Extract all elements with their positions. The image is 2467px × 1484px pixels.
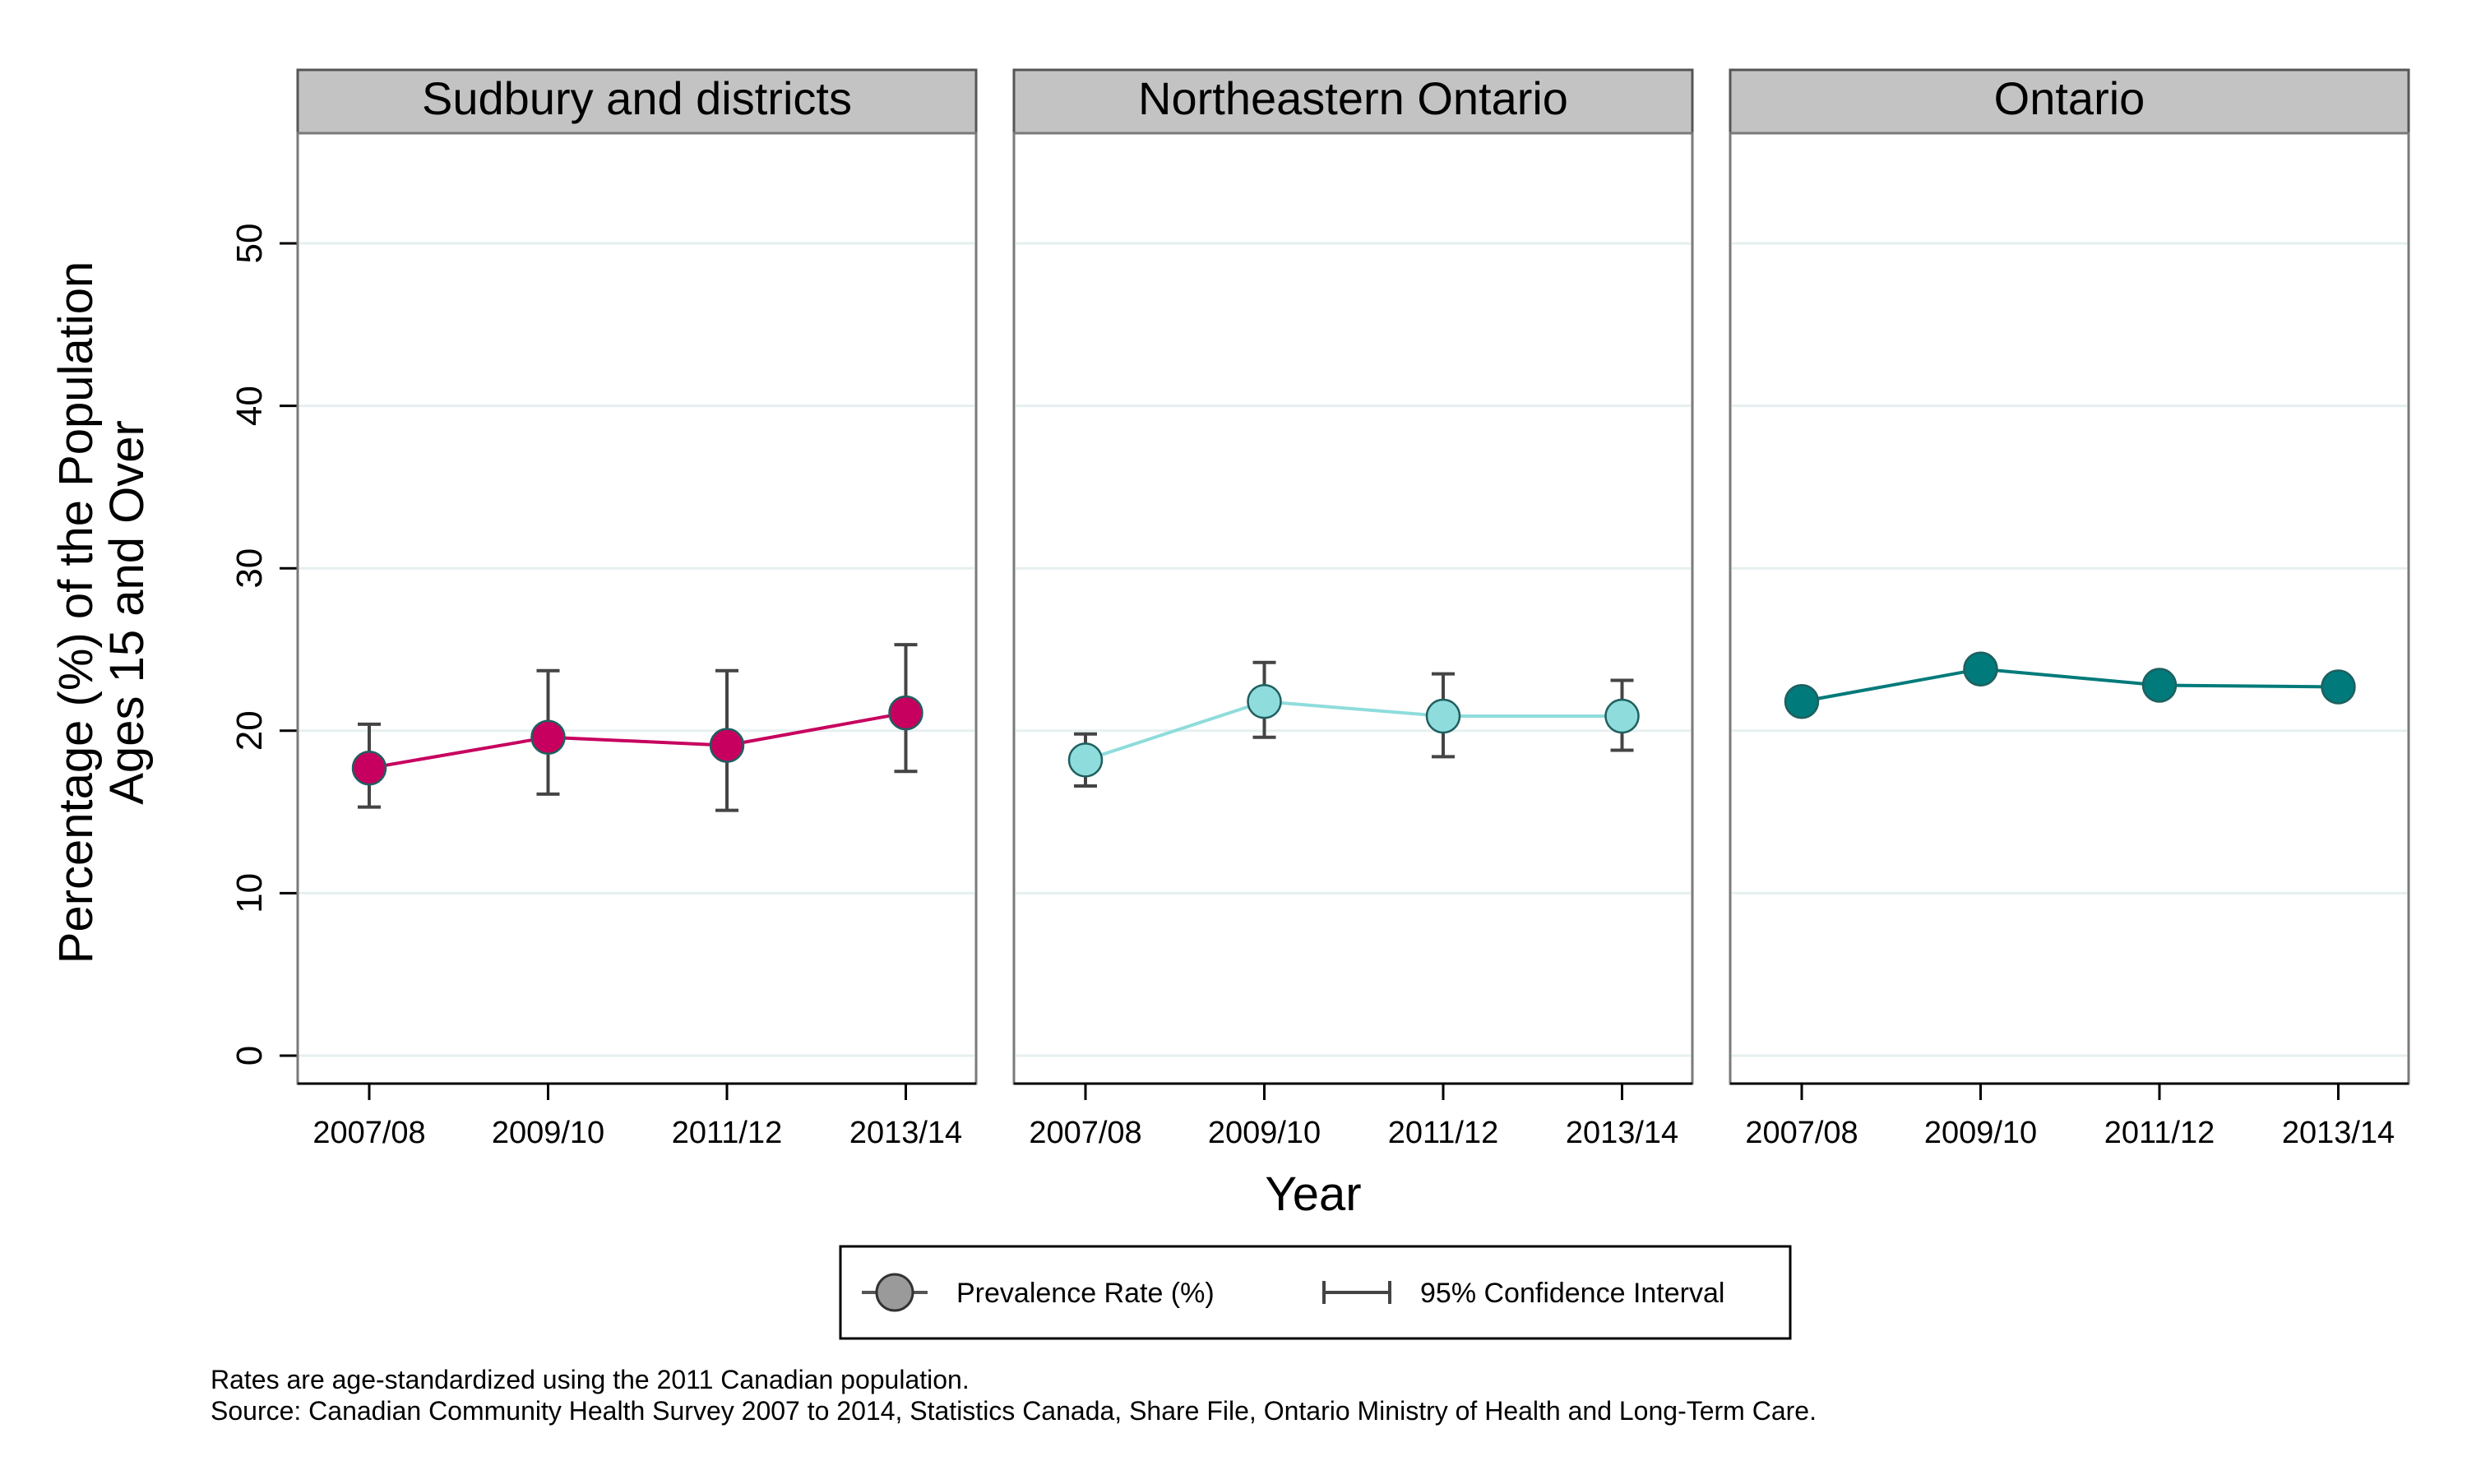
panel-3-data-point — [1963, 651, 1998, 687]
y-axis-label: Percentage (%) of the PopulationAges 15 … — [49, 261, 154, 964]
panel-1-x-tick-label: 2013/14 — [849, 1116, 962, 1150]
panel-3-title: Ontario — [1994, 72, 2145, 124]
panel-3-data-point — [2321, 669, 2356, 705]
panel-2-header — [1012, 68, 1694, 135]
panel-2-title: Northeastern Ontario — [1138, 72, 1568, 124]
panel-2-series-line — [1085, 700, 1622, 762]
panel-3-x-tick-label: 2009/10 — [1924, 1116, 2037, 1150]
panel-2-x-tick-label: 2013/14 — [1566, 1116, 1678, 1150]
panel-1-title: Sudbury and districts — [422, 72, 852, 124]
panel-2-x-tick-label: 2007/08 — [1029, 1116, 1141, 1150]
panel-1-data-point — [709, 728, 745, 763]
panel-3-series-line — [1801, 667, 2339, 704]
panel-2-data-point — [1067, 742, 1104, 778]
panel-3-x-tick-label: 2007/08 — [1745, 1116, 1858, 1150]
y-axis-label-line: Ages 15 and Over — [100, 420, 154, 805]
panel-1-x-tick-label: 2009/10 — [492, 1116, 604, 1150]
legend-label-ci: 95% Confidence Interval — [1420, 1278, 1724, 1309]
panel-2-data-point — [1425, 698, 1461, 734]
y-tick-label: 0 — [229, 1046, 270, 1066]
panel-3-x-tick-label: 2011/12 — [2104, 1116, 2215, 1150]
panel-3-data-point — [1784, 683, 1820, 719]
panel-3-header — [1729, 68, 2410, 135]
legend-label-prevalence: Prevalence Rate (%) — [956, 1278, 1215, 1309]
panel-1-x-tick-label: 2011/12 — [672, 1116, 783, 1150]
panel-2-x-tick-label: 2011/12 — [1388, 1116, 1499, 1150]
y-tick-label: 40 — [229, 386, 270, 426]
panel-3-x-tick-label: 2013/14 — [2282, 1116, 2395, 1150]
panel-2-data-point — [1247, 683, 1282, 719]
panel-1-data-point — [888, 695, 923, 731]
y-tick-label: 20 — [229, 710, 270, 751]
y-axis-label-line: Percentage (%) of the Population — [49, 261, 103, 964]
panel-3-frame — [1729, 132, 2410, 1085]
panel-2-data-point — [1604, 698, 1640, 734]
panel-3-data-point — [2141, 668, 2178, 703]
panel-2-x-tick-label: 2009/10 — [1208, 1116, 1321, 1150]
panel-2-frame — [1012, 132, 1694, 1085]
panel-1-x-tick-label: 2007/08 — [312, 1116, 425, 1150]
x-axis-label: Year — [1265, 1167, 1361, 1221]
footnote-source: Source: Canadian Community Health Survey… — [211, 1396, 1817, 1426]
panel-1-data-point — [530, 719, 566, 755]
panel-1-data-point — [351, 750, 387, 786]
panel-1-frame — [296, 132, 978, 1085]
legend-marker-circle — [875, 1273, 914, 1312]
y-tick-label: 10 — [229, 873, 270, 913]
panel-1-series-line — [368, 711, 906, 770]
y-tick-label: 50 — [229, 224, 270, 264]
legend-box — [839, 1245, 1792, 1340]
y-tick-label: 30 — [229, 548, 270, 589]
footnote-rates: Rates are age-standardized using the 201… — [211, 1365, 970, 1394]
